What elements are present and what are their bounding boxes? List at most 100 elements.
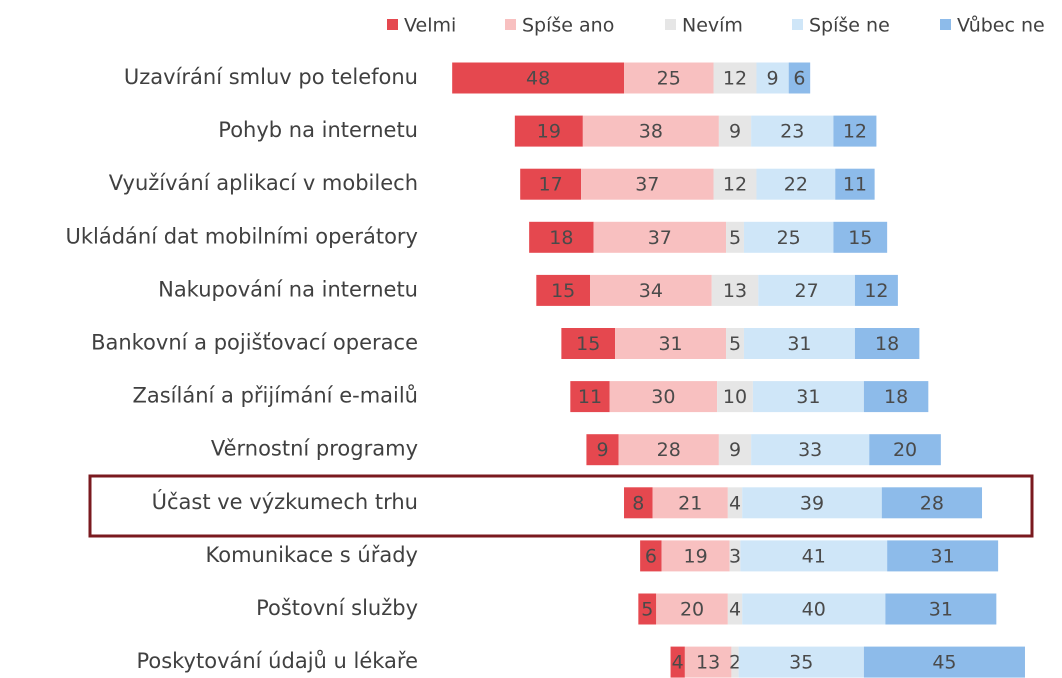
bar-segment — [756, 62, 789, 94]
legend-label: Spíše ne — [809, 15, 890, 37]
bar-segment — [711, 274, 759, 306]
highlight-box — [88, 474, 1034, 538]
category-label: Komunikace s úřady — [206, 543, 418, 567]
bar-segment — [835, 168, 875, 200]
category-label: Nakupování na internetu — [158, 277, 418, 301]
legend-label: Velmi — [404, 15, 456, 37]
bar-segment — [742, 593, 886, 625]
bar-segment — [718, 434, 752, 466]
data-label: 4 — [729, 492, 741, 514]
bar-segment — [593, 221, 727, 253]
data-label: 23 — [780, 121, 804, 143]
data-label: 28 — [657, 439, 681, 461]
data-label: 20 — [893, 439, 917, 461]
data-label: 12 — [723, 174, 747, 196]
bar-segment — [452, 62, 625, 94]
category-label: Poskytování údajů u lékaře — [136, 649, 418, 673]
category-label: Účast ve výzkumech trhu — [152, 489, 418, 514]
bar-segment — [713, 62, 757, 94]
data-label: 9 — [767, 68, 779, 90]
bar-segment — [788, 62, 811, 94]
legend-label: Spíše ano — [522, 15, 614, 37]
data-label: 5 — [729, 227, 741, 249]
bar-segment — [529, 221, 594, 253]
data-label: 3 — [729, 545, 741, 567]
data-label: 10 — [723, 386, 747, 408]
data-label: 15 — [576, 333, 600, 355]
bar-segment — [590, 274, 712, 306]
data-label: 31 — [929, 599, 953, 621]
bar-segment — [536, 274, 591, 306]
legend-swatch — [665, 19, 676, 30]
data-label: 27 — [795, 280, 819, 302]
bar-segment — [570, 381, 610, 413]
bar-segment — [727, 593, 743, 625]
data-label: 31 — [787, 333, 811, 355]
data-label: 34 — [639, 280, 663, 302]
data-label: 13 — [696, 652, 720, 674]
data-label: 9 — [729, 439, 741, 461]
bar-segment — [881, 487, 983, 519]
data-label: 6 — [645, 545, 657, 567]
legend-swatch — [505, 19, 516, 30]
bar-segment — [863, 381, 929, 413]
bar-segment — [624, 487, 653, 519]
data-label: 4 — [672, 652, 684, 674]
bar-segment — [609, 381, 718, 413]
data-label: 31 — [931, 545, 955, 567]
data-label: 17 — [539, 174, 563, 196]
bar-segment — [624, 62, 714, 94]
legend-label: Nevím — [682, 15, 743, 37]
data-label: 5 — [641, 599, 653, 621]
bar-segment — [661, 540, 730, 572]
data-label: 11 — [578, 386, 602, 408]
data-label: 12 — [843, 121, 867, 143]
data-label: 41 — [802, 545, 826, 567]
data-label: 20 — [680, 599, 704, 621]
bar-segment — [726, 328, 744, 359]
data-label: 9 — [729, 121, 741, 143]
data-label: 35 — [789, 652, 813, 674]
bar-segment — [727, 487, 743, 519]
bar-segment — [581, 168, 714, 200]
bar-segment — [854, 274, 898, 306]
bar-segment — [729, 540, 741, 572]
bar-segment — [615, 328, 727, 359]
bar-segment — [717, 381, 753, 413]
category-label: Zasílání a přijímání e-mailů — [132, 384, 418, 408]
category-label: Uzavírání smluv po telefonu — [124, 65, 418, 89]
bar-segment — [885, 593, 997, 625]
data-label: 11 — [843, 174, 867, 196]
data-label: 19 — [537, 121, 561, 143]
bar-segment — [514, 115, 583, 147]
bar-segment — [738, 646, 864, 678]
bar-segment — [740, 540, 888, 572]
bar-segment — [731, 646, 739, 678]
data-label: 13 — [723, 280, 747, 302]
data-label: 22 — [784, 174, 808, 196]
legend-swatch — [792, 19, 803, 30]
data-label: 19 — [684, 545, 708, 567]
data-label: 9 — [596, 439, 608, 461]
data-label: 28 — [920, 492, 944, 514]
category-label: Bankovní a pojišťovací operace — [91, 331, 418, 355]
data-label: 45 — [932, 652, 956, 674]
bar-segment — [582, 115, 719, 147]
legend-swatch — [387, 19, 398, 30]
data-label: 30 — [651, 386, 675, 408]
category-label: Využívání aplikací v mobilech — [109, 171, 418, 195]
data-label: 38 — [639, 121, 663, 143]
bar-segment — [833, 221, 888, 253]
data-label: 4 — [729, 599, 741, 621]
bar-segment — [670, 646, 685, 678]
bar-segment — [520, 168, 582, 200]
data-label: 6 — [793, 68, 805, 90]
bar-segment — [656, 593, 728, 625]
category-label: Věrnostní programy — [211, 437, 418, 461]
data-label: 25 — [657, 68, 681, 90]
bar-segment — [756, 168, 836, 200]
bar-segment — [618, 434, 719, 466]
legend-swatch — [940, 19, 951, 30]
data-label: 2 — [729, 652, 741, 674]
